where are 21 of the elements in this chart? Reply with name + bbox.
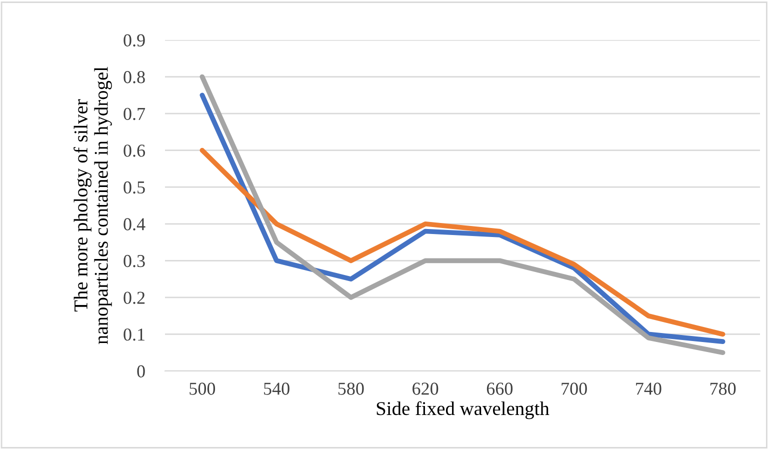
y-tick-label: 0.3 (124, 254, 145, 268)
y-tick-label: 0.2 (124, 292, 145, 304)
line-series (200, 148, 726, 337)
y-tick-label: 0.1 (124, 328, 144, 341)
x-tick-label: 740 (636, 382, 662, 395)
y-tick-label: 0.5 (124, 181, 145, 194)
y-tick-label: 0 (137, 365, 145, 378)
x-tick-label: 580 (338, 382, 364, 395)
y-tick-label: 0.9 (124, 34, 145, 47)
y-axis-title: The more phology of silver nanoparticles contained in hydrogel (74, 66, 112, 344)
x-tick-label: 620 (412, 382, 438, 395)
y-tick-label: 0.8 (124, 71, 145, 84)
x-tick-label: 700 (562, 382, 587, 395)
y-tick-label: 0.7 (124, 108, 146, 120)
y-tick-label: 0.6 (124, 144, 146, 157)
x-tick-label: 500 (190, 382, 216, 395)
x-tick-label: 780 (710, 382, 736, 395)
x-tick-label: 660 (486, 382, 513, 395)
y-tick-label: 0.4 (124, 218, 146, 230)
x-tick-label: 540 (264, 382, 290, 395)
x-axis-title: Side fixed wavelength (376, 401, 550, 420)
